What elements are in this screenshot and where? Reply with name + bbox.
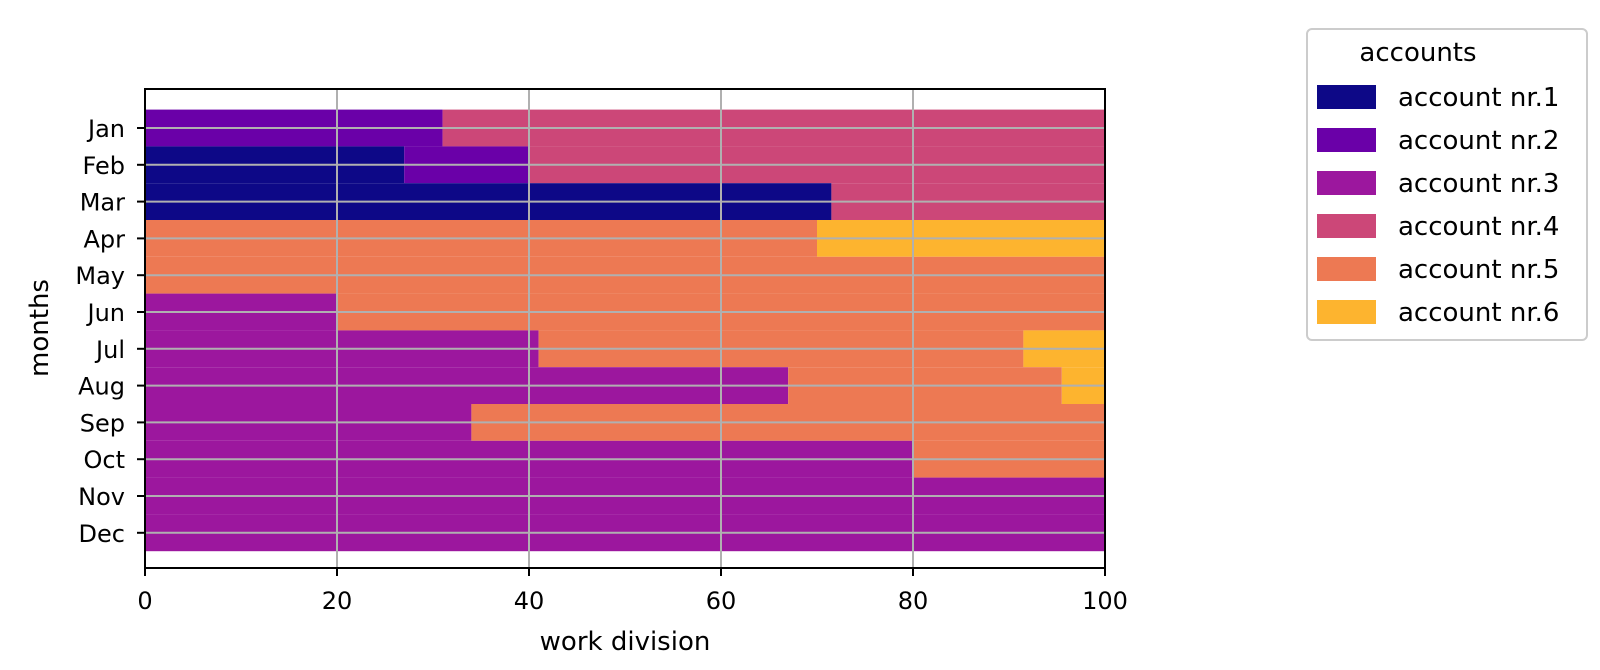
legend-label: account nr.4 [1398, 212, 1559, 242]
grid-layer [144, 89, 1106, 568]
y-tick-label: Dec [79, 520, 125, 548]
x-tick-label: 80 [898, 587, 929, 615]
legend-swatch [1317, 257, 1376, 281]
y-tick-label: Apr [83, 225, 125, 253]
legend-swatch [1317, 128, 1376, 152]
legend-items: account nr.1 account nr.2 account nr.3 acco… [1317, 83, 1559, 328]
y-tick-label: Mar [80, 189, 125, 217]
y-tick-label: Oct [84, 446, 126, 474]
legend-swatch [1317, 171, 1376, 195]
y-tick-label: Feb [83, 152, 126, 180]
y-tick-label: Jun [86, 299, 126, 327]
legend-label: account nr.5 [1398, 255, 1559, 285]
legend-box [1306, 28, 1588, 341]
plot-frame [144, 88, 1106, 569]
y-axis-ticks: Jan Feb Mar Apr May Jun Jul Aug Sep Oct Nov Dec [75, 115, 145, 548]
y-tick-label: Sep [80, 409, 125, 437]
y-tick-label: Aug [78, 373, 125, 401]
legend-swatch [1317, 300, 1376, 324]
y-tick-label: May [75, 262, 125, 290]
legend-label: account nr.3 [1398, 169, 1559, 199]
legend-label: account nr.1 [1398, 83, 1559, 113]
y-tick-label: Nov [78, 483, 125, 511]
x-tick-label: 100 [1082, 587, 1128, 615]
y-tick-label: Jan [86, 115, 125, 143]
legend-title: accounts [1359, 38, 1476, 68]
legend-label: account nr.2 [1398, 126, 1559, 156]
y-tick-label: Jul [94, 336, 125, 364]
legend-label: account nr.6 [1398, 298, 1559, 328]
x-tick-label: 20 [322, 587, 353, 615]
x-tick-label: 0 [137, 587, 152, 615]
legend-swatch [1317, 85, 1376, 109]
x-tick-label: 40 [514, 587, 545, 615]
x-tick-label: 60 [706, 587, 737, 615]
legend-swatch [1317, 214, 1376, 238]
x-axis-ticks: 0 20 40 60 80 100 [137, 568, 1128, 615]
bars-layer [145, 109, 1106, 552]
y-axis-label: months [25, 279, 55, 377]
x-axis-label: work division [540, 627, 711, 657]
